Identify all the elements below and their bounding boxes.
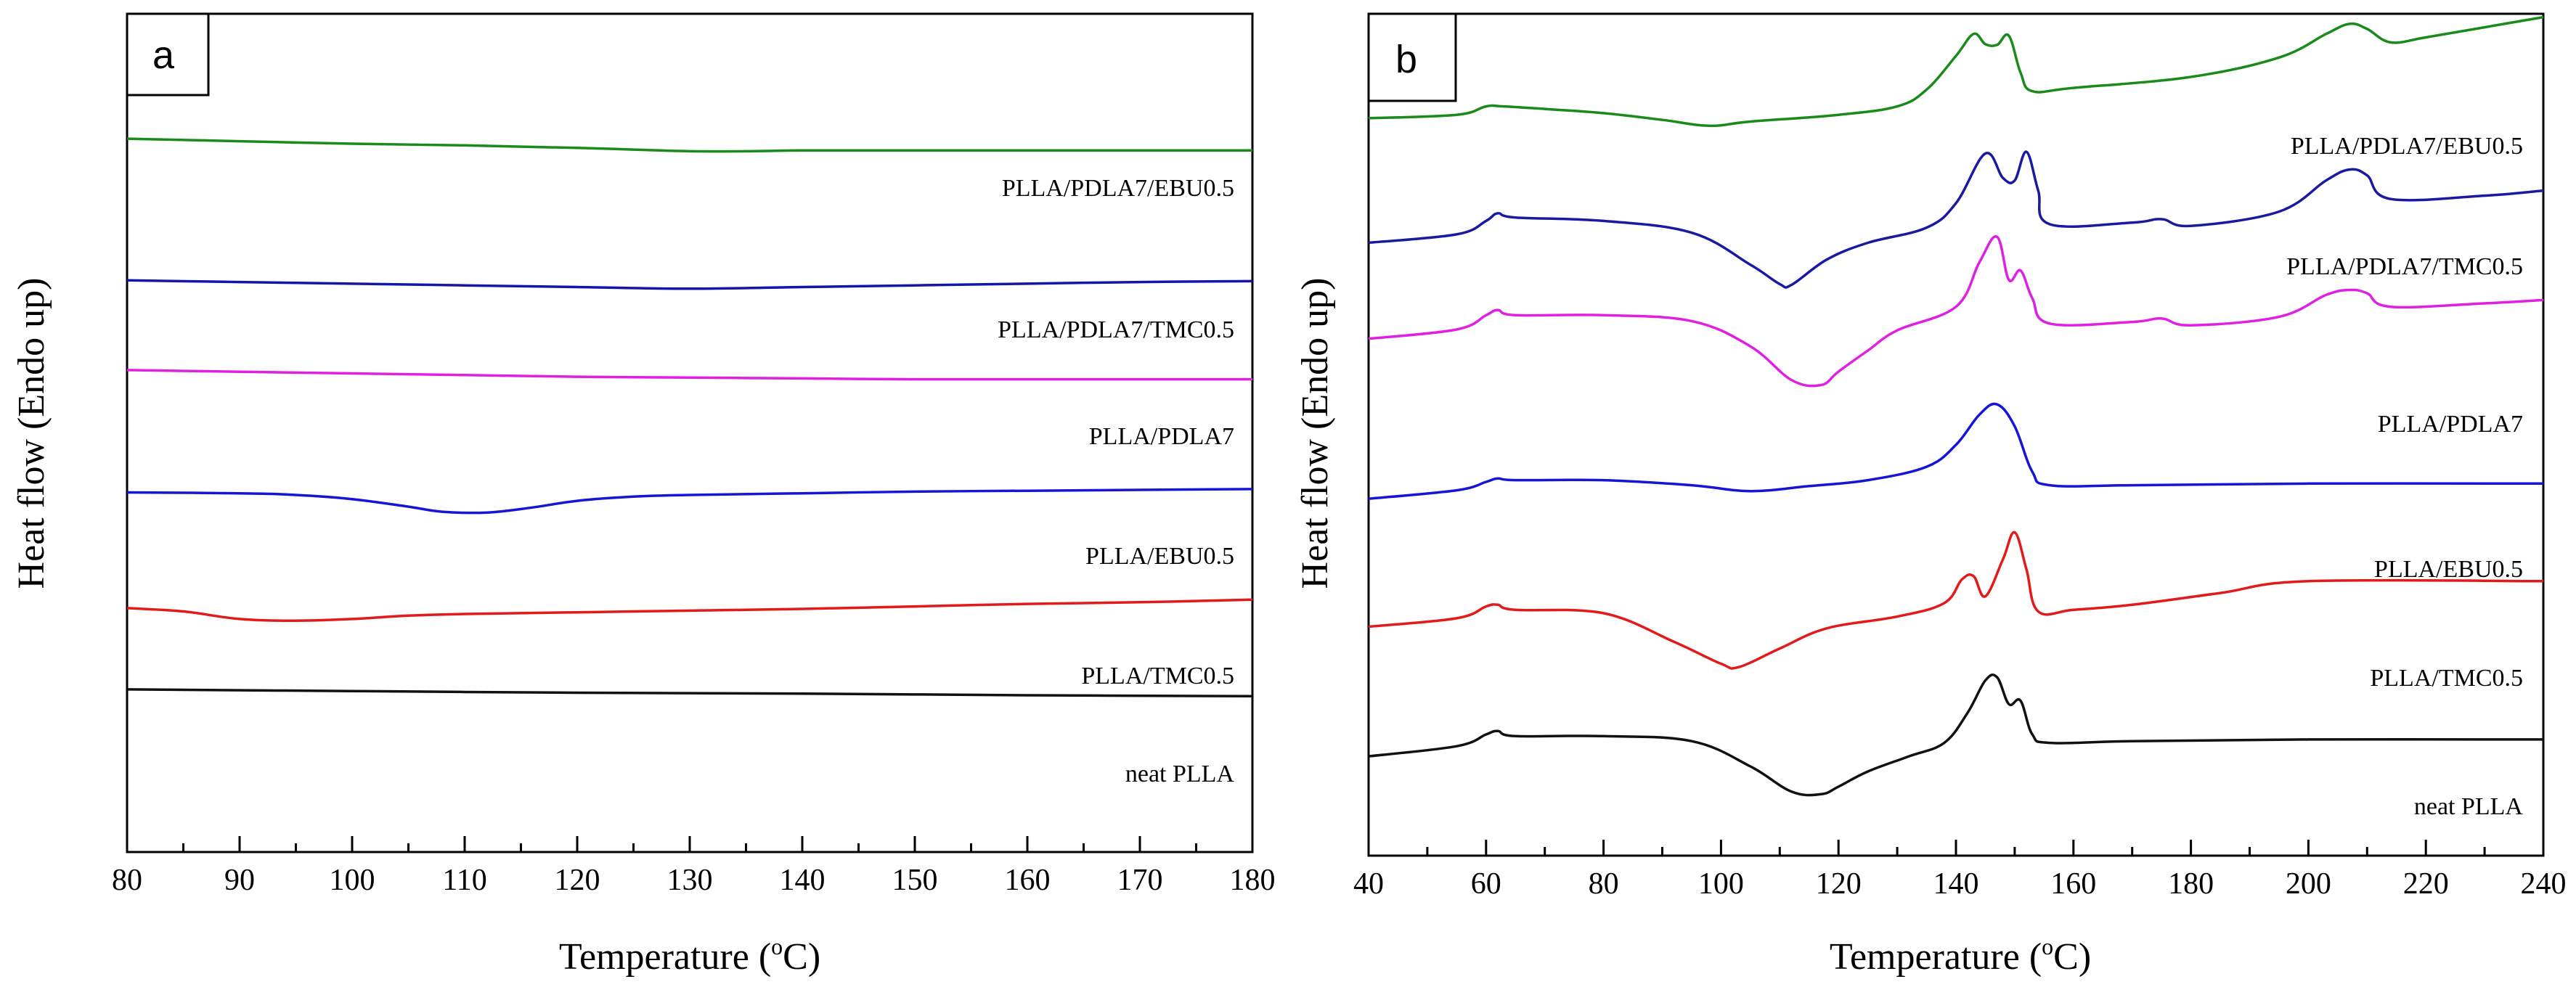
panel-b-tag-box	[1367, 12, 1457, 102]
panel-b-tag: b	[1395, 38, 1417, 81]
x-tick-label: 100	[1698, 867, 1744, 901]
curve-a-neat-plla	[126, 688, 1253, 697]
panel-b-x-ticks: 40 60 80 100 120 140 160 180 200 220 240	[1353, 840, 2567, 901]
x-tick-label: 100	[330, 864, 375, 897]
x-tick-label: 220	[2403, 867, 2449, 901]
x-tick-label: 150	[892, 864, 938, 897]
series-label-pdla7: PLLA/PDLA7	[1089, 423, 1234, 450]
x-tick-label: 200	[2286, 867, 2331, 901]
x-tick-label: 80	[112, 864, 142, 897]
series-label-b-pdla7-tmc: PLLA/PDLA7/TMC0.5	[2286, 253, 2523, 280]
series-label-b-neat: neat PLLA	[2414, 793, 2524, 820]
curve-b-plla-pdla7	[1368, 235, 2544, 388]
x-tick-label: 60	[1471, 867, 1501, 901]
panel-b-x-axis-label: Temperature (oC)	[1830, 933, 2091, 978]
panel-a-x-ticks: 80 90 100 110 120 130 140 150 160 170 180	[112, 836, 1276, 897]
series-label-neat: neat PLLA	[1125, 761, 1235, 787]
x-tick-label: 80	[1589, 867, 1619, 901]
curve-a-plla-pdla7-tmc0-5	[126, 279, 1253, 290]
x-tick-label: 180	[2168, 867, 2214, 901]
panel-a-tag-box	[126, 12, 210, 97]
x-tick-label: 140	[1933, 867, 1979, 901]
x-tick-label: 140	[780, 864, 826, 897]
x-tick-label: 130	[667, 864, 713, 897]
curve-a-plla-pdla7	[126, 369, 1252, 381]
panel-a-series-labels: PLLA/PDLA7/EBU0.5 PLLA/PDLA7/TMC0.5 PLLA…	[998, 175, 1234, 787]
panel-b-series-labels: PLLA/PDLA7/EBU0.5 PLLA/PDLA7/TMC0.5 PLLA…	[2286, 133, 2523, 820]
x-tick-label: 120	[1816, 867, 1862, 901]
curve-b-plla-tmc0-5	[1368, 531, 2544, 670]
curve-a-plla-ebu0-5	[126, 488, 1253, 515]
curve-b-plla-pdla7-tmc0-5	[1368, 150, 2544, 289]
series-label-b-ebu: PLLA/EBU0.5	[2374, 556, 2523, 583]
panel-a-plot-frame	[126, 12, 1254, 853]
x-tick-label: 90	[224, 864, 255, 897]
x-tick-label: 180	[1230, 864, 1276, 897]
panel-a-y-axis-label: Heat flow (Endo up)	[11, 278, 52, 589]
panel-b-chart: b 40 60 80 100 120 140 160 180 200 220 240 PLLA/PD…	[1295, 12, 2567, 978]
x-tick-label: 170	[1117, 864, 1163, 897]
panel-a-tag: a	[152, 33, 175, 77]
series-label-pdla7-ebu: PLLA/PDLA7/EBU0.5	[1002, 175, 1234, 202]
x-tick-label: 40	[1353, 867, 1384, 901]
panel-b-curves	[1368, 15, 2544, 797]
series-label-pdla7-tmc: PLLA/PDLA7/TMC0.5	[998, 316, 1234, 343]
x-tick-label: 120	[555, 864, 600, 897]
curve-b-plla-pdla7-ebu0-5	[1368, 15, 2544, 128]
x-tick-label: 160	[1005, 864, 1051, 897]
panel-a-chart: a 80 90 100 110 120 130 140 150 160 170 180 PLLA/P…	[11, 12, 1276, 978]
x-tick-label: 240	[2521, 867, 2567, 901]
x-tick-label: 160	[2050, 867, 2096, 901]
panel-a-curves	[126, 137, 1253, 697]
series-label-ebu: PLLA/EBU0.5	[1085, 543, 1234, 570]
series-label-b-pdla7: PLLA/PDLA7	[2378, 411, 2523, 438]
curve-b-plla-ebu0-5	[1368, 402, 2544, 500]
series-label-b-tmc: PLLA/TMC0.5	[2370, 665, 2523, 692]
curve-a-plla-tmc0-5	[126, 598, 1253, 622]
panel-b-y-axis-label: Heat flow (Endo up)	[1295, 278, 1336, 589]
panel-a-x-axis-label: Temperature (oC)	[559, 933, 820, 978]
series-label-b-pdla7-ebu: PLLA/PDLA7/EBU0.5	[2291, 133, 2523, 160]
curve-a-plla-pdla7-ebu0-5	[126, 137, 1252, 153]
curve-b-neat-plla	[1368, 673, 2544, 797]
series-label-tmc: PLLA/TMC0.5	[1081, 663, 1234, 689]
x-tick-label: 110	[442, 864, 486, 897]
